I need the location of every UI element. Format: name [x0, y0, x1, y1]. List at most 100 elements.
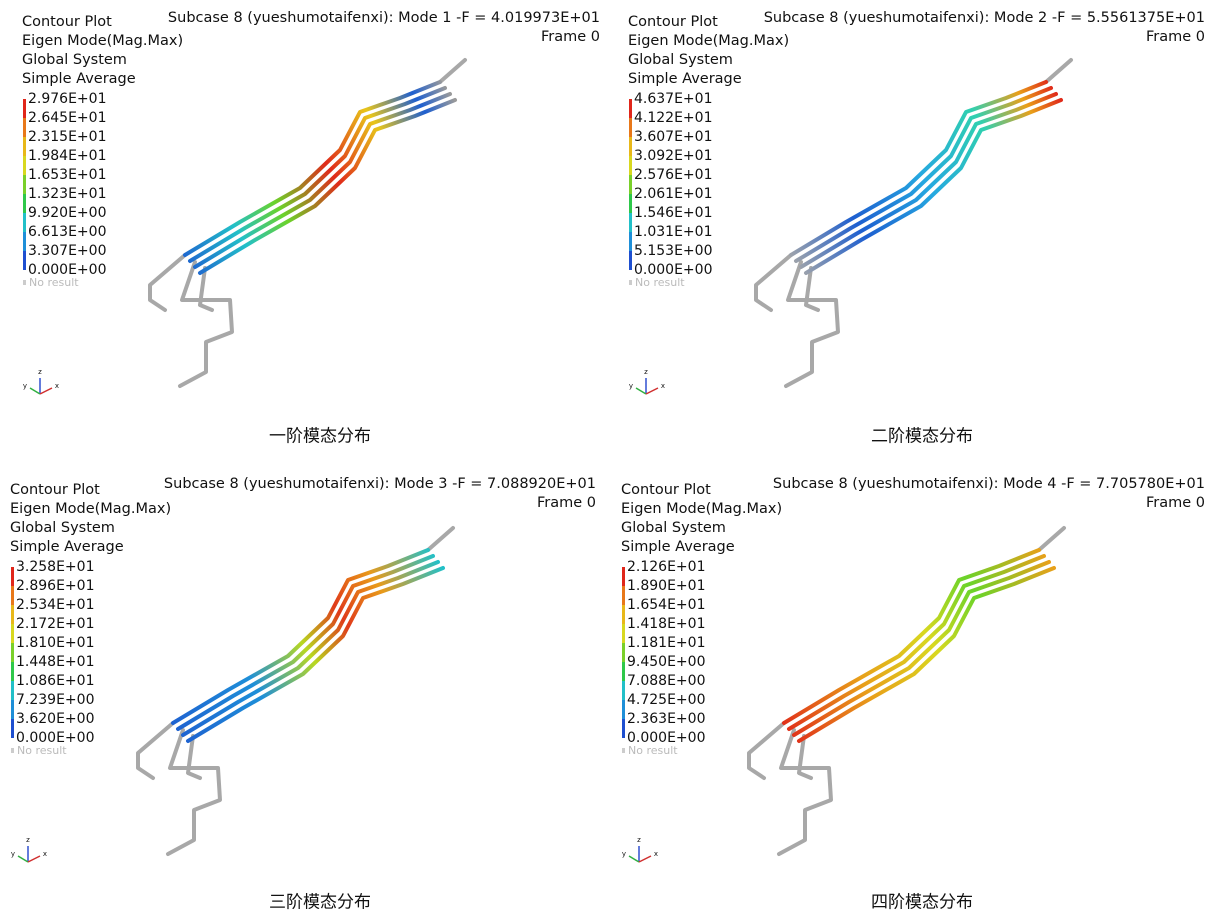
- legend-color: [23, 213, 26, 232]
- legend-color: [622, 624, 625, 643]
- pipe: [794, 562, 1049, 735]
- no-result: No result: [17, 744, 67, 757]
- header-line: Simple Average: [10, 539, 124, 555]
- legend-label: 6.613E+00: [28, 224, 106, 240]
- header-line: Eigen Mode(Mag.Max): [628, 33, 789, 49]
- pipe: [180, 262, 232, 386]
- model: [150, 60, 465, 386]
- legend-label: 2.315E+01: [28, 129, 106, 145]
- subcase-title: Subcase 8 (yueshumotaifenxi): Mode 3 -F …: [164, 476, 596, 492]
- axis-label: y: [23, 382, 27, 390]
- legend-label: 3.607E+01: [634, 129, 712, 145]
- legend-color: [11, 567, 14, 586]
- legend-label: 1.086E+01: [16, 673, 94, 689]
- legend-label: 3.620E+00: [16, 711, 94, 727]
- header-line: Contour Plot: [628, 14, 718, 30]
- header-line: Global System: [10, 520, 115, 536]
- caption: 四阶模态分布: [871, 893, 973, 913]
- header-line: Simple Average: [628, 71, 742, 87]
- legend-color: [629, 213, 632, 232]
- panel: Contour PlotEigen Mode(Mag.Max)Global Sy…: [628, 10, 1205, 447]
- caption: 一阶模态分布: [269, 427, 371, 447]
- caption: 二阶模态分布: [871, 427, 973, 447]
- pipe: [150, 255, 185, 310]
- legend-color: [629, 156, 632, 175]
- legend-label: 9.920E+00: [28, 205, 106, 221]
- legend-label: 1.031E+01: [634, 224, 712, 240]
- axis-label: y: [629, 382, 633, 390]
- no-result: No result: [29, 276, 79, 289]
- legend-label: 2.576E+01: [634, 167, 712, 183]
- no-result-swatch: [23, 280, 26, 285]
- legend-color: [23, 232, 26, 251]
- axis-y: [30, 388, 40, 394]
- legend-label: 1.323E+01: [28, 186, 106, 202]
- pipe: [428, 528, 453, 550]
- legend-color: [11, 643, 14, 662]
- pipe: [190, 88, 445, 261]
- pipe: [749, 723, 784, 778]
- legend-color: [11, 662, 14, 681]
- axis-x: [646, 388, 658, 394]
- pipe: [806, 268, 818, 310]
- legend-label: 3.258E+01: [16, 559, 94, 575]
- legend-label: 1.181E+01: [627, 635, 705, 651]
- header-line: Global System: [22, 52, 127, 68]
- pipe: [168, 730, 220, 854]
- no-result-swatch: [11, 748, 14, 753]
- pipe: [1039, 528, 1064, 550]
- panel: Contour PlotEigen Mode(Mag.Max)Global Sy…: [621, 476, 1205, 913]
- pipe: [138, 723, 173, 778]
- axis-label: x: [654, 850, 658, 858]
- legend-label: 2.172E+01: [16, 616, 94, 632]
- legend-color: [622, 586, 625, 605]
- header-line: Contour Plot: [10, 482, 100, 498]
- legend-label: 4.637E+01: [634, 91, 712, 107]
- no-result: No result: [635, 276, 685, 289]
- legend-label: 1.546E+01: [634, 205, 712, 221]
- legend-label: 2.896E+01: [16, 578, 94, 594]
- legend-label: 1.890E+01: [627, 578, 705, 594]
- pipe: [789, 556, 1044, 729]
- pipe: [178, 556, 433, 729]
- legend-color: [23, 137, 26, 156]
- legend-color: [622, 605, 625, 624]
- legend-label: 4.122E+01: [634, 110, 712, 126]
- axis-y: [629, 856, 639, 862]
- pipe: [1046, 60, 1071, 82]
- pipe: [440, 60, 465, 82]
- axis-label: z: [26, 836, 30, 844]
- legend-color: [622, 700, 625, 719]
- pipe: [799, 568, 1054, 741]
- axis-label: y: [622, 850, 626, 858]
- legend-color: [11, 700, 14, 719]
- no-result-swatch: [629, 280, 632, 285]
- legend-color: [23, 175, 26, 194]
- legend-color: [11, 586, 14, 605]
- legend-label: 9.450E+00: [627, 654, 705, 670]
- legend-label: 4.725E+00: [627, 692, 705, 708]
- legend-label: 1.810E+01: [16, 635, 94, 651]
- legend-label: 1.653E+01: [28, 167, 106, 183]
- no-result-swatch: [622, 748, 625, 753]
- legend-color: [23, 194, 26, 213]
- legend-color: [23, 156, 26, 175]
- legend-color: [629, 232, 632, 251]
- panel: Contour Plot Eigen Mode(Mag.Max) Global Sy…: [22, 10, 600, 447]
- pipe: [188, 568, 443, 741]
- legend-color: [629, 175, 632, 194]
- legend-color: [11, 605, 14, 624]
- legend-label: 1.984E+01: [28, 148, 106, 164]
- axis-label: z: [637, 836, 641, 844]
- legend-label: 2.976E+01: [28, 91, 106, 107]
- legend-color: [11, 719, 14, 738]
- header-line: Eigen Mode(Mag.Max): [621, 501, 782, 517]
- axis-x: [28, 856, 40, 862]
- legend-label: 2.126E+01: [627, 559, 705, 575]
- axis-label: x: [55, 382, 59, 390]
- header-line: Contour Plot: [22, 14, 112, 30]
- legend-label: 5.153E+00: [634, 243, 712, 259]
- header-line: Eigen Mode(Mag.Max): [22, 33, 183, 49]
- no-result: No result: [628, 744, 678, 757]
